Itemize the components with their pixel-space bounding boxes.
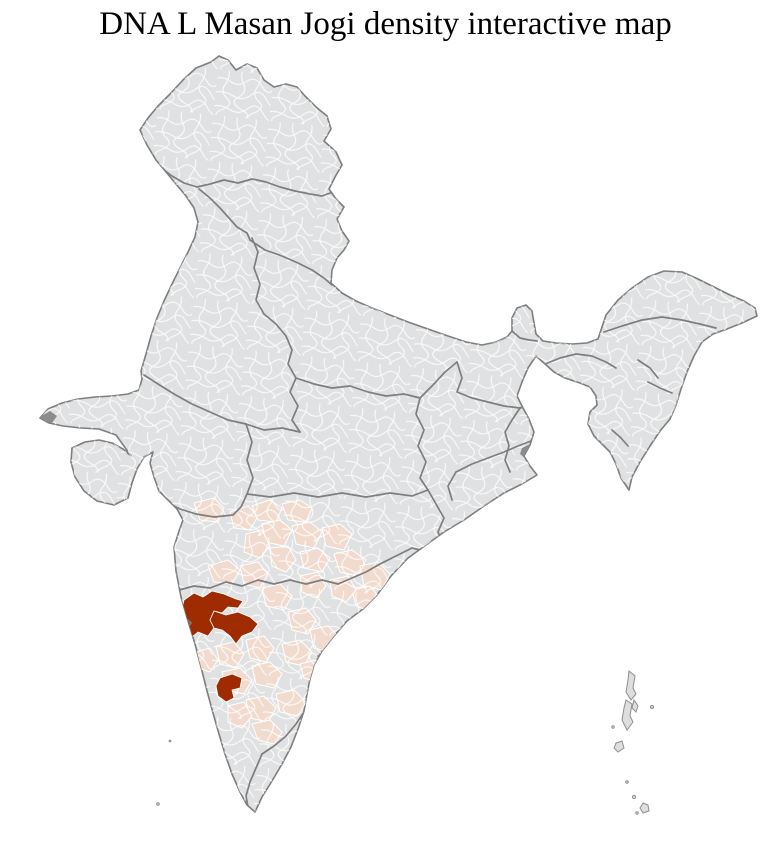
state-border-line (245, 753, 263, 808)
island[interactable] (631, 698, 639, 713)
state-border-line (533, 369, 539, 405)
island-dot[interactable] (168, 739, 172, 743)
state-border-line (295, 361, 458, 399)
island-dot[interactable] (650, 705, 654, 709)
state-border-line (455, 440, 532, 473)
page-title: DNA L Masan Jogi density interactive map (99, 6, 672, 42)
state-border-line (343, 633, 357, 689)
island-dot[interactable] (631, 794, 637, 800)
state-border-line (317, 655, 345, 689)
state-border-line (637, 359, 659, 379)
island-dot[interactable] (611, 725, 615, 729)
state-border-line (167, 423, 254, 518)
state-border-line (251, 237, 265, 315)
state-border-line (263, 313, 301, 433)
state-border-line (544, 353, 617, 369)
state-border-line (246, 489, 429, 498)
high-density-districts (179, 590, 259, 703)
island[interactable] (613, 740, 625, 753)
state-border-line (178, 579, 339, 591)
district-borders-texture (40, 56, 757, 812)
state-border-line (611, 429, 629, 447)
state-border-line (159, 166, 334, 197)
state-border-line (198, 188, 251, 241)
state-border-line (603, 316, 717, 333)
state-border-line (504, 407, 521, 473)
state-border-line (249, 239, 333, 286)
island-dot[interactable] (625, 780, 629, 784)
district-high-density[interactable] (215, 673, 243, 703)
island[interactable] (621, 699, 634, 731)
district-high-density[interactable] (209, 610, 259, 645)
state-border-line (456, 361, 535, 409)
island-dot[interactable] (635, 811, 639, 815)
dark-area (40, 411, 57, 423)
state-border-line (511, 330, 538, 342)
state-border-line (415, 397, 429, 491)
island[interactable] (625, 670, 637, 701)
island[interactable] (639, 802, 650, 814)
state-border-line (447, 471, 457, 501)
state-border-line (647, 381, 673, 394)
state-borders (143, 166, 717, 808)
state-border-line (143, 374, 301, 433)
island-dot[interactable] (156, 802, 160, 806)
islands (156, 670, 654, 815)
